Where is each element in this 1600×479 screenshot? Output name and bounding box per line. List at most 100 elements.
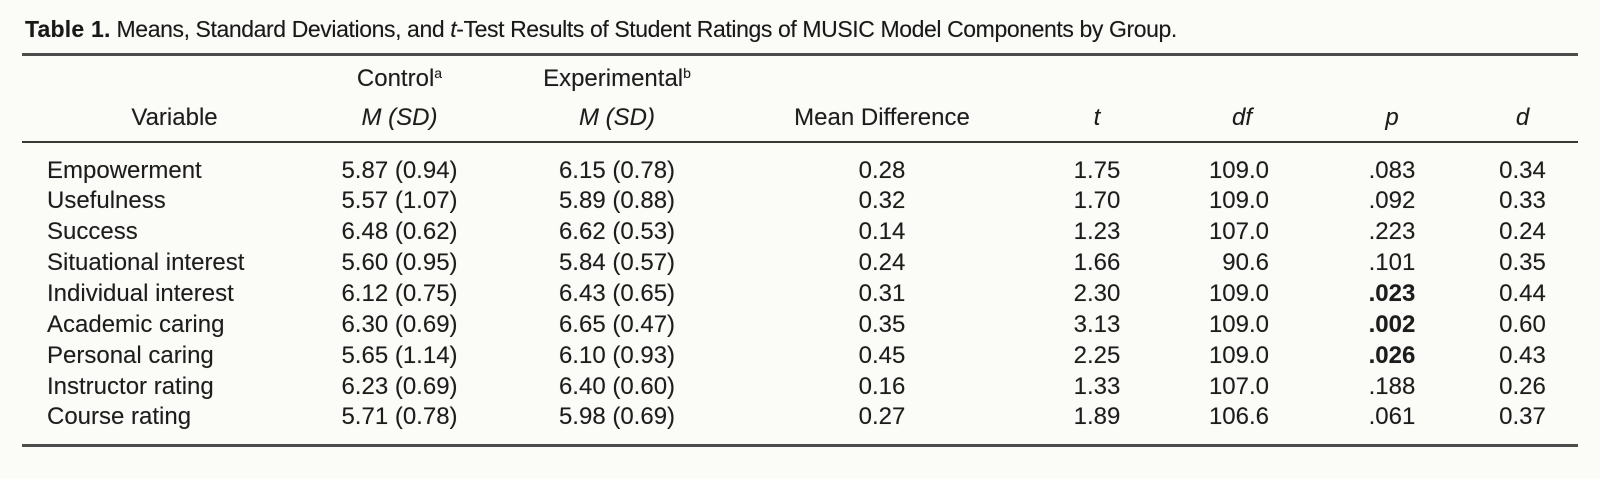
cell-d: 0.44 — [1499, 280, 1546, 307]
column-header-row: Variable M (SD) M (SD) Mean Difference t… — [22, 95, 1578, 142]
cell-df: 106.6 — [1208, 403, 1269, 431]
table-header: Controla Experimentalb Variable M (SD) M… — [22, 54, 1578, 142]
cell-variable: Academic caring — [47, 311, 225, 338]
experimental-footnote-marker: b — [683, 64, 691, 81]
table-row: Personal caring 5.65 (1.14) 6.10 (0.93) … — [22, 341, 1578, 372]
cell-p: .101 — [1368, 249, 1416, 276]
table-caption: Table 1. Means, Standard Deviations, and… — [25, 0, 1600, 44]
cell-variable: Usefulness — [47, 187, 166, 214]
d-column-header: d — [1515, 103, 1530, 131]
cell-experimental-msd: 6.62 (0.53) — [558, 218, 676, 245]
cell-variable: Success — [47, 218, 138, 245]
empty-header-cell — [1467, 55, 1578, 95]
cell-t: 1.75 — [1073, 156, 1121, 184]
cell-experimental-msd: 6.40 (0.60) — [558, 373, 676, 400]
cell-experimental-msd: 6.43 (0.65) — [558, 280, 676, 307]
cell-t: 2.30 — [1073, 280, 1121, 307]
mean-difference-header: Mean Difference — [794, 103, 970, 131]
cell-control-msd: 5.87 (0.94) — [341, 156, 458, 184]
table-row: Course rating 5.71 (0.78) 5.98 (0.69) 0.… — [22, 403, 1578, 446]
cell-p: .092 — [1368, 187, 1416, 214]
cell-mean-difference: 0.14 — [858, 218, 906, 245]
cell-mean-difference: 0.16 — [858, 373, 906, 400]
cell-df: 109.0 — [1208, 342, 1269, 369]
cell-t: 1.33 — [1073, 373, 1121, 400]
t-column-header: t — [1093, 103, 1101, 131]
table-body: Empowerment 5.87 (0.94) 6.15 (0.78) 0.28… — [22, 142, 1578, 446]
table-row: Academic caring 6.30 (0.69) 6.65 (0.47) … — [22, 310, 1578, 341]
control-group-header: Controla — [302, 55, 497, 95]
statistics-table: Controla Experimentalb Variable M (SD) M… — [22, 53, 1578, 447]
cell-mean-difference: 0.32 — [858, 187, 906, 214]
empty-header-cell — [737, 55, 1027, 95]
table-row: Success 6.48 (0.62) 6.62 (0.53) 0.14 1.2… — [22, 217, 1578, 248]
cell-df: 107.0 — [1208, 218, 1269, 245]
cell-variable: Situational interest — [47, 249, 245, 276]
cell-t: 1.89 — [1073, 403, 1121, 431]
cell-mean-difference: 0.31 — [858, 280, 906, 307]
cell-df: 90.6 — [1222, 249, 1269, 276]
cell-d: 0.34 — [1499, 156, 1546, 184]
cell-p: .023 — [1368, 280, 1416, 307]
table-caption-text-1: Means, Standard Deviations, and — [110, 16, 451, 42]
cell-mean-difference: 0.27 — [858, 403, 906, 431]
cell-experimental-msd: 5.84 (0.57) — [558, 249, 676, 276]
cell-t: 2.25 — [1073, 342, 1121, 369]
cell-d: 0.26 — [1499, 373, 1546, 400]
cell-p: .188 — [1368, 373, 1416, 400]
cell-df: 109.0 — [1208, 187, 1269, 214]
cell-p: .026 — [1368, 342, 1416, 369]
empty-header-cell — [1027, 55, 1167, 95]
cell-variable: Empowerment — [47, 156, 202, 184]
cell-control-msd: 6.23 (0.69) — [341, 373, 458, 400]
cell-d: 0.60 — [1499, 311, 1546, 338]
cell-df: 109.0 — [1208, 156, 1269, 184]
cell-variable: Course rating — [47, 403, 192, 431]
cell-experimental-msd: 6.15 (0.78) — [558, 156, 676, 184]
cell-t: 1.23 — [1073, 218, 1121, 245]
cell-mean-difference: 0.28 — [858, 156, 906, 184]
cell-experimental-msd: 5.89 (0.88) — [558, 187, 676, 214]
cell-mean-difference: 0.24 — [858, 249, 906, 276]
table-caption-text-2: -Test Results of Student Ratings of MUSI… — [456, 16, 1177, 42]
table-row: Situational interest 5.60 (0.95) 5.84 (0… — [22, 248, 1578, 279]
table-caption-label: Table 1. — [25, 16, 111, 42]
cell-control-msd: 5.57 (1.07) — [341, 187, 458, 214]
control-msd-header: M (SD) — [361, 103, 438, 131]
df-column-header: df — [1231, 103, 1252, 131]
control-footnote-marker: a — [434, 64, 443, 81]
cell-variable: Individual interest — [47, 280, 234, 307]
cell-variable: Personal caring — [47, 342, 214, 369]
cell-d: 0.37 — [1499, 403, 1546, 431]
experimental-label: Experimental — [543, 64, 684, 92]
cell-experimental-msd: 5.98 (0.69) — [558, 403, 676, 431]
cell-control-msd: 5.65 (1.14) — [341, 342, 458, 369]
cell-t: 1.70 — [1073, 187, 1121, 214]
control-label: Control — [356, 64, 435, 92]
cell-df: 107.0 — [1208, 373, 1269, 400]
cell-t: 1.66 — [1073, 249, 1121, 276]
cell-d: 0.35 — [1499, 249, 1546, 276]
cell-p: .061 — [1368, 403, 1416, 431]
cell-control-msd: 6.48 (0.62) — [341, 218, 458, 245]
table-row: Empowerment 5.87 (0.94) 6.15 (0.78) 0.28… — [22, 142, 1578, 186]
table-row: Usefulness 5.57 (1.07) 5.89 (0.88) 0.32 … — [22, 186, 1578, 217]
cell-control-msd: 5.60 (0.95) — [341, 249, 458, 276]
cell-p: .223 — [1368, 218, 1416, 245]
variable-column-header: Variable — [131, 103, 218, 131]
cell-control-msd: 6.30 (0.69) — [341, 311, 458, 338]
cell-p: .083 — [1368, 156, 1416, 184]
table-row: Instructor rating 6.23 (0.69) 6.40 (0.60… — [22, 372, 1578, 403]
cell-mean-difference: 0.35 — [858, 311, 906, 338]
experimental-group-header: Experimentalb — [497, 55, 737, 95]
cell-experimental-msd: 6.65 (0.47) — [558, 311, 676, 338]
group-header-row: Controla Experimentalb — [22, 55, 1578, 95]
cell-df: 109.0 — [1208, 280, 1269, 307]
cell-d: 0.43 — [1499, 342, 1546, 369]
cell-control-msd: 5.71 (0.78) — [341, 403, 458, 431]
cell-p: .002 — [1368, 311, 1416, 338]
cell-mean-difference: 0.45 — [858, 342, 906, 369]
p-column-header: p — [1385, 103, 1399, 131]
table-caption-italic-t: t — [450, 16, 457, 42]
